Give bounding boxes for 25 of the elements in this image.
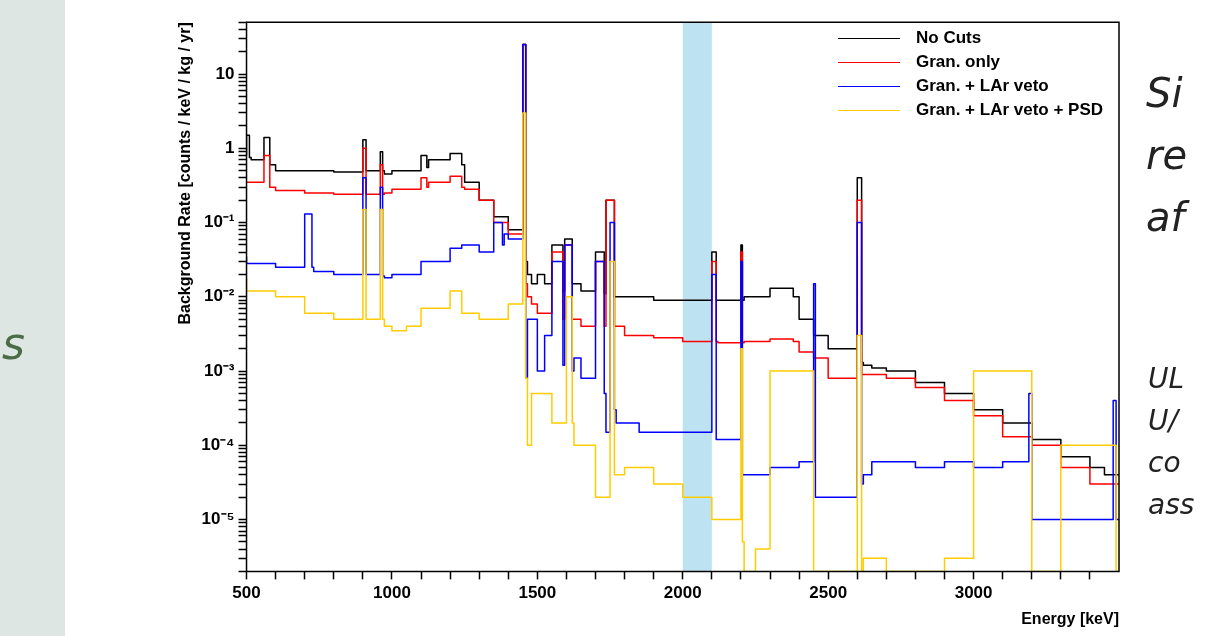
legend-label: Gran. only	[916, 52, 1001, 73]
legend-label: No Cuts	[916, 28, 982, 49]
x-tick-label: 3000	[954, 583, 993, 603]
text: Si	[1146, 70, 1183, 116]
text: s	[2, 318, 25, 369]
legend-label: Gran. + LAr veto	[916, 76, 1049, 97]
y-tick-label: 10⁻⁵	[201, 509, 235, 529]
y-tick-label: 10	[215, 63, 235, 83]
text: co	[1148, 446, 1181, 479]
x-axis-title: Energy [keV]	[1021, 609, 1119, 627]
text: re	[1146, 132, 1188, 178]
y-axis-title: Background Rate [counts / keV / kg / yr]	[176, 22, 194, 325]
text: UL	[1148, 362, 1185, 395]
y-tick-label: 10⁻³	[203, 360, 235, 380]
x-tick-label: 2500	[809, 583, 848, 603]
y-tick-label: 1	[225, 138, 235, 158]
y-tick-label: 10⁻¹	[203, 212, 235, 232]
x-tick-label: 1500	[518, 583, 557, 603]
y-tick-label: 10⁻²	[203, 286, 235, 306]
legend-label: Gran. + LAr veto + PSD	[916, 100, 1104, 121]
x-tick-label: 1000	[373, 583, 411, 603]
y-tick-label: 10⁻⁴	[201, 434, 235, 454]
x-tick-label: 500	[232, 583, 261, 603]
text: ass	[1148, 488, 1195, 521]
x-tick-label: 2000	[663, 583, 702, 603]
